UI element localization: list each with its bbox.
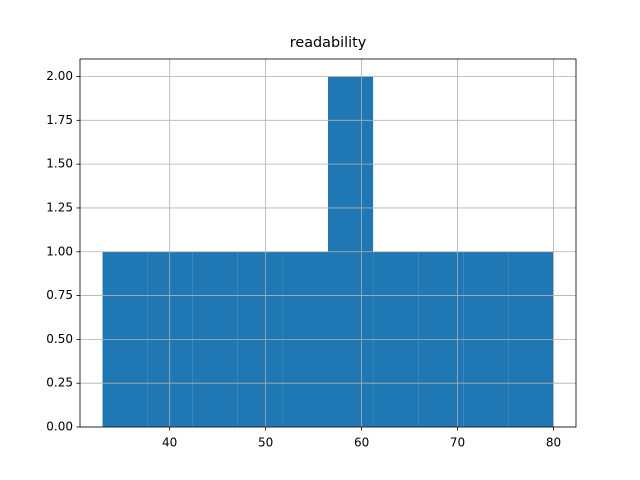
y-tick-label: 1.75	[46, 113, 73, 127]
y-tick-label: 0.75	[46, 288, 73, 302]
x-tick-label: 60	[354, 436, 369, 450]
x-tick-label: 40	[162, 436, 177, 450]
y-tick-label: 0.50	[46, 332, 73, 346]
x-tick-label: 50	[258, 436, 273, 450]
y-tick-label: 2.00	[46, 69, 73, 83]
axes: 40 50 60 70 80 0.00 0.25 0.50 0.75 1.00 1.25 1.50 1.…	[46, 58, 577, 450]
y-tick-label: 1.50	[46, 157, 73, 171]
chart-title: readability	[290, 35, 367, 51]
x-tick-label: 70	[450, 436, 465, 450]
x-tick-label: 80	[546, 436, 561, 450]
y-tick-label: 0.25	[46, 376, 73, 390]
y-tick-label: 0.00	[46, 420, 73, 434]
y-tick-label: 1.00	[46, 244, 73, 258]
y-tick-label: 1.25	[46, 200, 73, 214]
plot-frame	[79, 58, 577, 428]
